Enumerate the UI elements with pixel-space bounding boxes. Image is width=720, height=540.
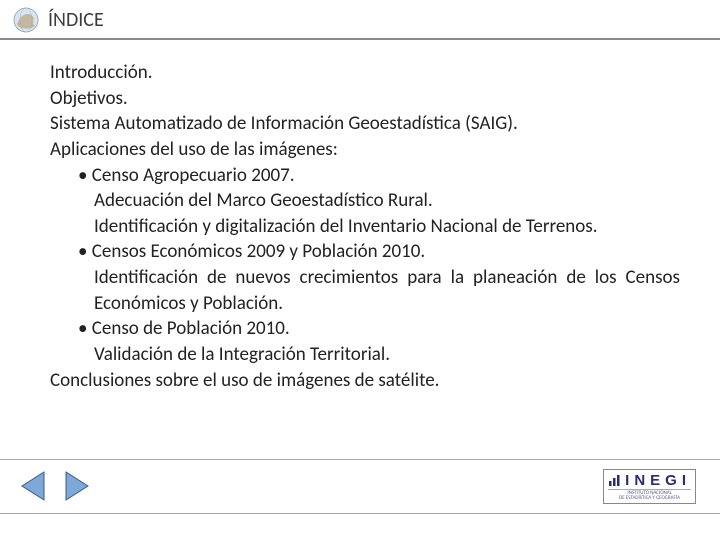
header: ÍNDICE xyxy=(0,0,720,40)
toc-line: Sistema Automatizado de Información Geoe… xyxy=(50,111,680,137)
toc-subline: Adecuación del Marco Geoestadístico Rura… xyxy=(50,188,680,214)
divider xyxy=(0,513,720,514)
toc-subline: Identificación de nuevos crecimientos pa… xyxy=(50,265,680,316)
footer: INEGI INSTITUTO NACIONAL DE ESTADÍSTICA … xyxy=(0,460,720,512)
toc-line: Aplicaciones del uso de las imágenes: xyxy=(50,137,680,163)
next-button[interactable] xyxy=(56,466,96,506)
content-body: Introducción. Objetivos. Sistema Automat… xyxy=(0,40,720,403)
toc-bullet: • Censo de Población 2010. xyxy=(50,316,680,342)
logo-bars-icon xyxy=(608,473,622,487)
toc-line: Introducción. xyxy=(50,60,680,86)
toc-bullet: • Censos Económicos 2009 y Población 201… xyxy=(50,239,680,265)
toc-line: Objetivos. xyxy=(50,86,680,112)
inegi-logo: INEGI INSTITUTO NACIONAL DE ESTADÍSTICA … xyxy=(603,469,696,504)
toc-bullet: • Censo Agropecuario 2007. xyxy=(50,163,680,189)
logo-text: INEGI xyxy=(625,472,691,489)
globe-icon xyxy=(12,6,40,34)
logo-subtitle: INSTITUTO NACIONAL DE ESTADÍSTICA Y GEOG… xyxy=(608,489,691,501)
toc-subline: Identificación y digitalización del Inve… xyxy=(50,214,680,240)
page-title: ÍNDICE xyxy=(48,8,104,32)
prev-button[interactable] xyxy=(14,466,54,506)
toc-subline: Validación de la Integración Territorial… xyxy=(50,342,680,368)
toc-line: Conclusiones sobre el uso de imágenes de… xyxy=(50,368,680,394)
